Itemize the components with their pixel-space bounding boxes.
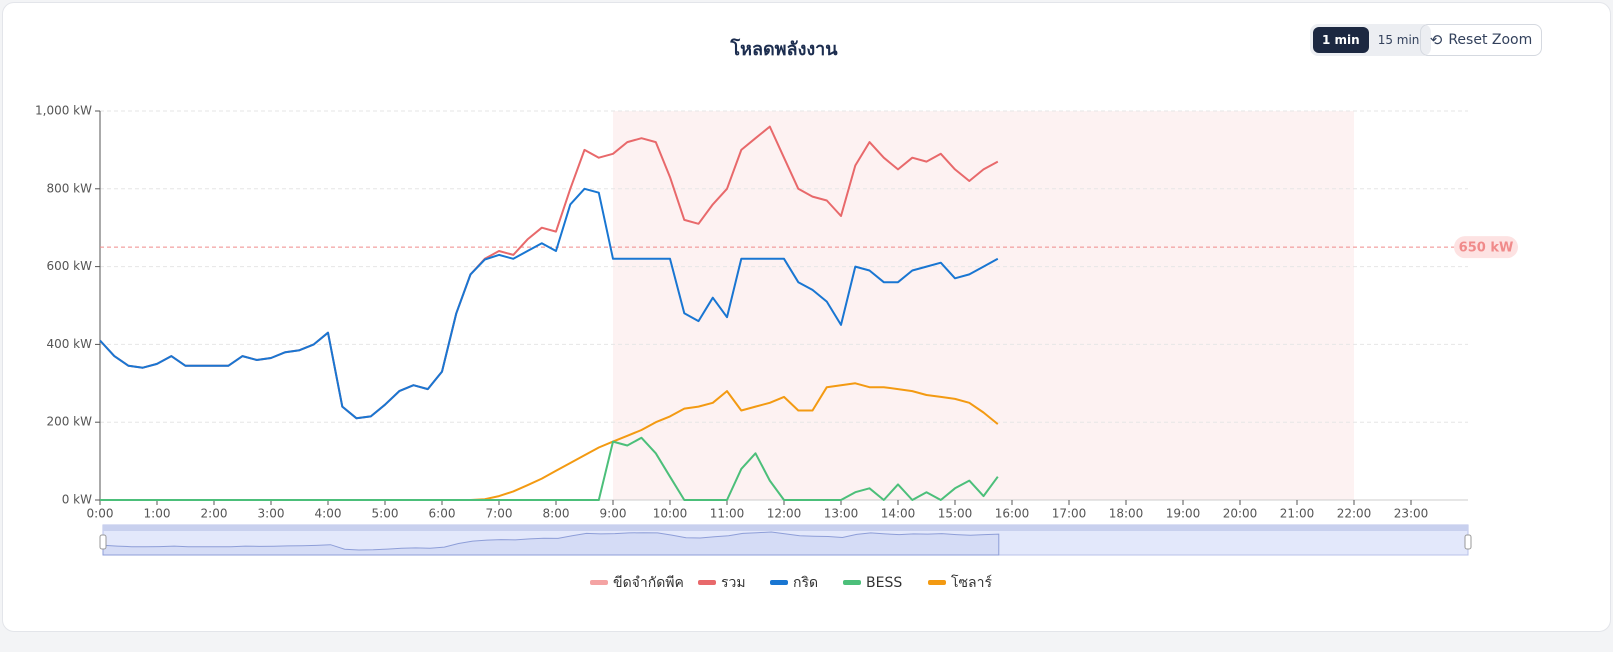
interval-toggle: 1 min 15 min bbox=[1310, 24, 1432, 56]
interval-button[interactable]: 15 min bbox=[1377, 33, 1420, 47]
reset-label: Reset Zoom bbox=[1448, 32, 1533, 48]
card bbox=[2, 2, 1611, 632]
interval-button[interactable]: 1 min bbox=[1313, 27, 1369, 53]
reset-zoom-button[interactable]: ⟲ Reset Zoom bbox=[1420, 24, 1542, 56]
